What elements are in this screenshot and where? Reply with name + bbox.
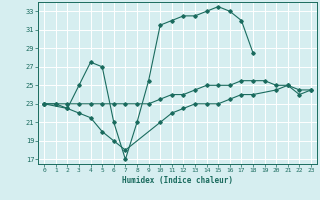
X-axis label: Humidex (Indice chaleur): Humidex (Indice chaleur) (122, 176, 233, 185)
